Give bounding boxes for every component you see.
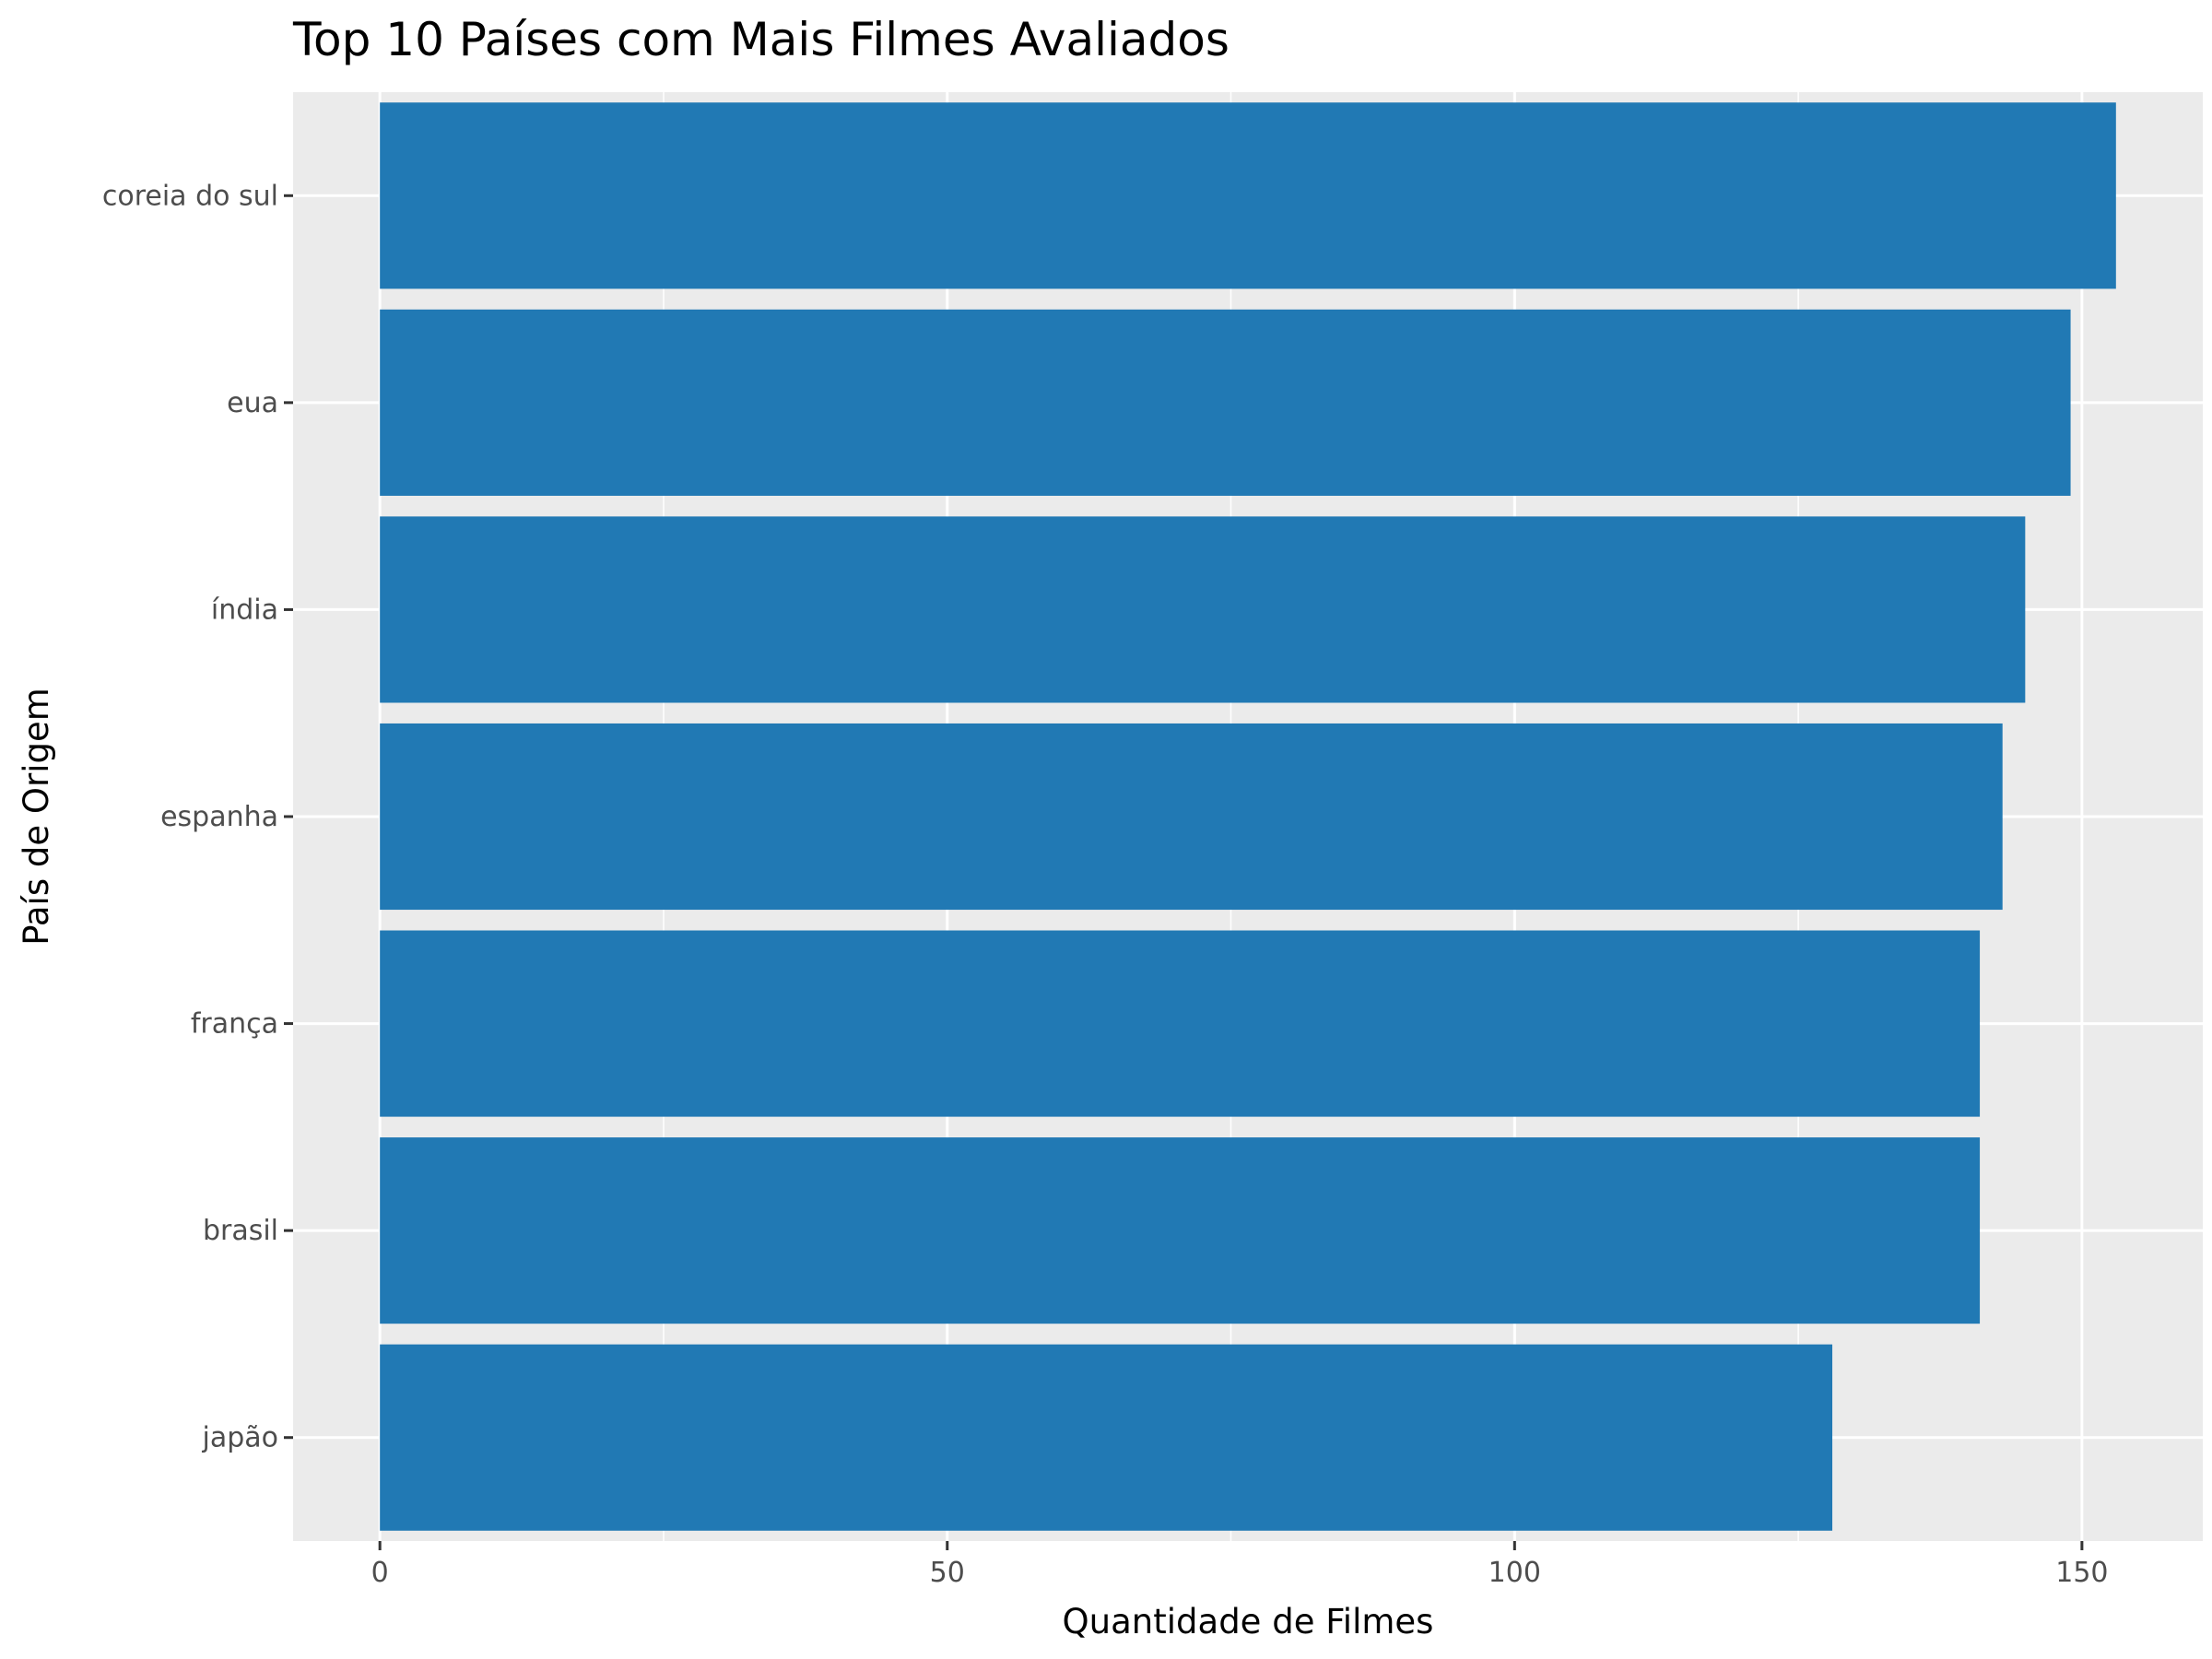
bar: [380, 102, 2116, 289]
chart-title: Top 10 Países com Mais Filmes Avaliados: [292, 13, 1230, 66]
bar: [380, 930, 1981, 1117]
y-tick-label: coreia do sul: [102, 180, 278, 212]
bar: [380, 309, 2071, 496]
x-tick-label: 100: [1488, 1557, 1541, 1589]
bar: [380, 723, 2003, 911]
bar: [380, 516, 2026, 703]
x-axis: 0 50 100 150: [371, 1541, 2109, 1589]
bar: [380, 1344, 1833, 1531]
y-tick-label: índia: [211, 594, 278, 626]
bar: [380, 1137, 1981, 1324]
y-tick-label: japão: [202, 1422, 279, 1454]
y-tick-label: eua: [227, 387, 278, 419]
y-tick-label: espanha: [160, 801, 278, 833]
y-axis-title: País de Origem: [17, 688, 56, 946]
y-tick-label: brasil: [203, 1215, 278, 1247]
y-tick-label: frança: [191, 1008, 278, 1041]
y-axis: coreia do sul eua índia espanha frança brasil…: [102, 180, 293, 1454]
x-tick-label: 0: [371, 1557, 389, 1589]
bars: [380, 102, 2116, 1531]
x-tick-label: 150: [2055, 1557, 2108, 1589]
x-axis-title: Quantidade de Filmes: [1063, 1602, 1434, 1641]
x-tick-label: 50: [930, 1557, 965, 1589]
